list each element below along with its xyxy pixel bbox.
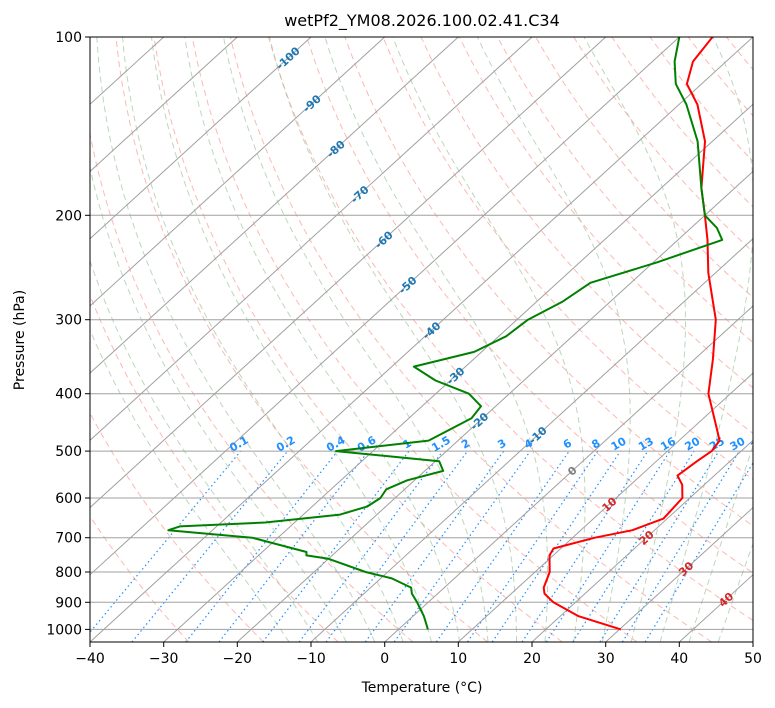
isotherm-line [90, 37, 459, 374]
mixing-ratio-line [545, 450, 671, 642]
isotherm-line [752, 641, 753, 642]
moist-adiabat [122, 37, 404, 642]
mixing-ratio-line [599, 450, 720, 642]
moist-adiabat [90, 165, 347, 642]
y-axis-label: Pressure (hPa) [12, 290, 28, 390]
dry-adiabat [535, 37, 753, 298]
y-tick-label: 700 [55, 531, 82, 547]
isotherm-line [90, 37, 533, 442]
moist-adiabat [223, 37, 489, 642]
isotherm-line [163, 103, 753, 642]
mixing-ratio-line [90, 450, 242, 634]
y-tick-label: 300 [55, 313, 82, 329]
mixing-ratio-line [435, 450, 570, 642]
x-tick-label: 10 [449, 651, 467, 667]
isotherm-line [384, 305, 753, 642]
mixing-ratio-line [572, 450, 695, 642]
dry-adiabat [90, 131, 414, 642]
x-tick-label: 30 [597, 651, 615, 667]
isotherm-line [310, 237, 753, 642]
x-axis-label: Temperature (°C) [361, 680, 483, 696]
dry-adiabat [765, 37, 775, 642]
y-tick-label: 200 [55, 208, 82, 224]
isotherm-line [90, 37, 680, 576]
moist-adiabat [659, 37, 753, 642]
mixing-ratio-line [298, 450, 444, 642]
mixing-ratio-line [393, 450, 531, 642]
y-tick-label: 100 [55, 30, 82, 46]
x-tick-label: −40 [75, 651, 105, 667]
x-tick-label: −30 [149, 651, 179, 667]
moist-adiabat [184, 37, 461, 642]
y-tick-label: 400 [55, 387, 82, 403]
moist-adiabat [476, 37, 631, 642]
isotherm-line [90, 37, 607, 509]
moist-adiabat [269, 37, 517, 642]
x-tick-label: −10 [296, 651, 326, 667]
profile-lines [167, 37, 724, 631]
isotherm-line [90, 37, 312, 240]
dry-adiabat [115, 37, 488, 642]
dry-adiabat [90, 293, 339, 642]
isotherm-line [90, 37, 386, 307]
chart-title: wetPf2_YM08.2026.100.02.41.C34 [284, 11, 560, 31]
x-tick-label: 0 [380, 651, 389, 667]
moist-adiabat [583, 37, 686, 642]
isotherm-line [236, 170, 753, 642]
x-tick-label: −20 [223, 651, 253, 667]
dry-adiabat [90, 412, 264, 642]
y-tick-label: 600 [55, 491, 82, 507]
y-tick-label: 900 [55, 595, 82, 611]
mixing-ratio-line [621, 450, 740, 642]
dry-adiabat [306, 37, 753, 574]
y-tick-label: 500 [55, 444, 82, 460]
y-tick-label: 1000 [46, 622, 82, 638]
isotherm-line [531, 439, 753, 642]
dewpoint-line [167, 37, 724, 630]
mixing-ratio-line [644, 461, 753, 642]
mixing-ratio-label: 36 [748, 434, 768, 453]
x-tick-label: 50 [744, 651, 762, 667]
mixing-ratio-line [364, 450, 505, 642]
isotherm-line [457, 372, 753, 642]
x-tick-label: 40 [670, 651, 688, 667]
moist-adiabat [96, 37, 376, 642]
isotherm-line [605, 506, 753, 642]
isotherm-line [90, 37, 238, 173]
moist-adiabat [324, 37, 549, 642]
background-lines [90, 37, 775, 642]
mixing-ratio-line [131, 450, 289, 642]
dry-adiabat [153, 37, 563, 642]
moist-adiabat [151, 37, 432, 642]
mixing-ratio-line [185, 450, 339, 642]
x-axis-ticks: −40 −30 −20 −10 0 10 20 30 40 50 [75, 642, 762, 667]
dry-adiabat [382, 37, 753, 481]
moist-adiabat [90, 259, 319, 642]
moist-adiabat [717, 542, 753, 642]
plot-frame [89, 36, 754, 643]
dry-adiabat [496, 37, 753, 344]
dry-adiabat [90, 515, 190, 642]
y-axis-ticks: 100 200 300 400 500 600 700 800 900 1000 [46, 30, 90, 638]
moist-adiabat [688, 444, 753, 642]
moist-adiabat [392, 37, 586, 642]
mixing-ratio-line [521, 450, 649, 642]
moist-adiabat [90, 328, 290, 642]
x-tick-label: 20 [523, 651, 541, 667]
y-tick-label: 800 [55, 565, 82, 581]
dry-adiabat [268, 37, 753, 622]
temperature-line [542, 37, 721, 631]
isotherm-line [90, 37, 753, 642]
